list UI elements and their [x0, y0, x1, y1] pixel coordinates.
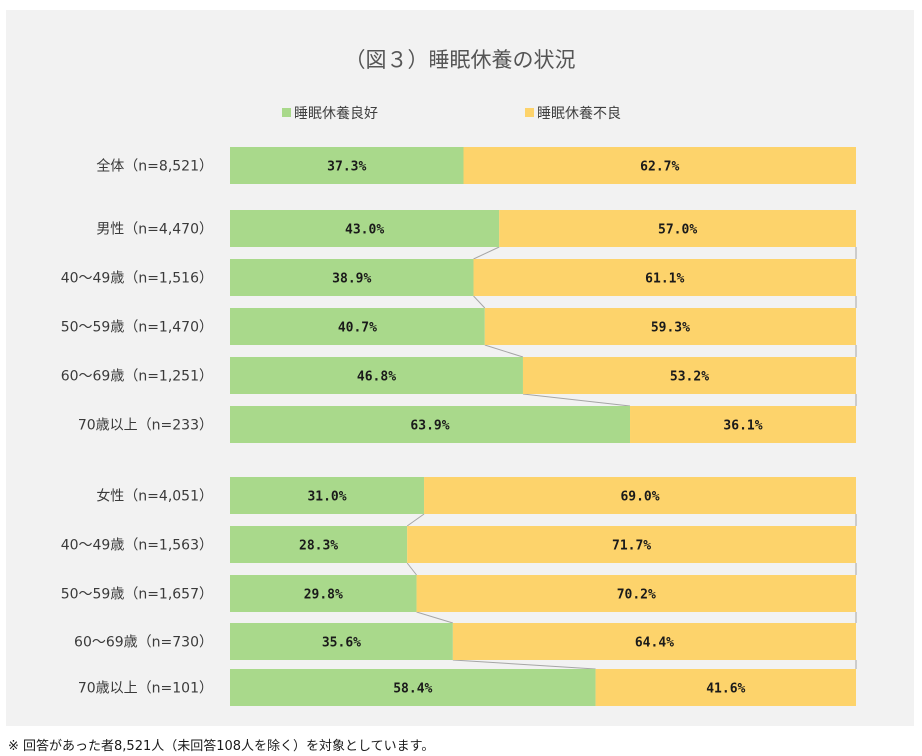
data-label: 38.9% — [332, 272, 371, 287]
bar-segment-good — [230, 669, 596, 706]
data-label: 71.7% — [612, 539, 651, 554]
series-line — [473, 295, 486, 309]
category-label: 70歳以上（n=233） — [78, 418, 213, 434]
category-label: 40～49歳（n=1,516） — [61, 271, 213, 287]
series-lines — [406, 246, 857, 670]
data-label: 57.0% — [658, 223, 697, 238]
bars — [230, 147, 856, 706]
series-line — [452, 659, 596, 670]
data-label: 64.4% — [635, 636, 674, 651]
data-label: 61.1% — [645, 272, 684, 287]
bar-segment-poor — [595, 669, 856, 706]
chart-legend: 睡眠休養良好 睡眠休養不良 — [282, 105, 621, 122]
bar-segment-poor — [424, 477, 856, 514]
legend-swatch-good — [282, 108, 291, 117]
category-labels: 全体（n=8,521） 男性（n=4,470） 40～49歳（n=1,516） 50～… — [61, 158, 213, 697]
category-label: 60～69歳（n=730） — [74, 635, 213, 651]
bar-segment-good — [230, 259, 474, 296]
data-label: 35.6% — [322, 636, 361, 651]
legend-label-poor: 睡眠休養不良 — [537, 105, 621, 122]
bar-segment-poor — [522, 357, 856, 394]
legend-swatch-poor — [525, 108, 534, 117]
series-line — [416, 611, 454, 624]
category-label: 40～49歳（n=1,563） — [61, 538, 213, 554]
data-label: 29.8% — [304, 588, 343, 603]
bar-segment-poor — [630, 406, 856, 443]
bar-segment-good — [230, 575, 417, 612]
bar-segment-poor — [452, 623, 856, 660]
data-label: 53.2% — [670, 370, 709, 385]
data-label: 63.9% — [410, 419, 449, 434]
category-label: 50～59歳（n=1,657） — [61, 587, 213, 603]
data-label: 62.7% — [640, 160, 679, 175]
category-label: 男性（n=4,470） — [96, 222, 213, 238]
series-line — [484, 344, 524, 358]
bar-segment-good — [230, 406, 631, 443]
category-label: 50～59歳（n=1,470） — [61, 320, 213, 336]
data-label: 58.4% — [393, 682, 432, 697]
value-labels: 37.3% 62.7% 43.0% 57.0% 38.9% 61.1% 40.7% 59.3%… — [299, 160, 763, 697]
bar-segment-poor — [473, 259, 856, 296]
data-label: 59.3% — [651, 321, 690, 336]
bar-segment-good — [230, 623, 453, 660]
chart-panel: （図３）睡眠休養の状況 睡眠休養良好 睡眠休養不良 全体（n=8,521） 男性（… — [6, 10, 914, 726]
data-label: 70.2% — [617, 588, 656, 603]
data-label: 69.0% — [620, 490, 659, 505]
data-label: 37.3% — [327, 160, 366, 175]
bar-segment-good — [230, 210, 500, 247]
legend-label-good: 睡眠休養良好 — [294, 105, 378, 122]
bar-segment-good — [230, 477, 425, 514]
category-label: 女性（n=4,051） — [96, 488, 213, 505]
bar-segment-poor — [416, 575, 856, 612]
footnote: ※ 回答があった者8,521人（未回答108人を除く）を対象としています。 — [8, 739, 435, 754]
data-label: 36.1% — [723, 419, 762, 434]
data-label: 46.8% — [357, 370, 396, 385]
bar-segment-poor — [463, 147, 856, 184]
series-line — [522, 393, 631, 407]
bar-segment-good — [230, 526, 408, 563]
bar-segment-poor — [499, 210, 856, 247]
data-label: 31.0% — [307, 490, 346, 505]
bar-segment-good — [230, 357, 523, 394]
bar-segment-good — [230, 147, 464, 184]
series-line — [406, 562, 417, 576]
stacked-bar-chart: （図３）睡眠休養の状況 睡眠休養良好 睡眠休養不良 全体（n=8,521） 男性（… — [61, 48, 857, 706]
chart-title: （図３）睡眠休養の状況 — [345, 48, 576, 72]
bar-segment-good — [230, 308, 485, 345]
category-label: 70歳以上（n=101） — [78, 681, 213, 697]
series-line — [473, 246, 500, 260]
data-label: 28.3% — [299, 539, 338, 554]
category-label: 全体（n=8,521） — [96, 158, 213, 175]
data-label: 43.0% — [345, 223, 384, 238]
data-label: 41.6% — [706, 682, 745, 697]
series-line — [406, 513, 425, 527]
bar-segment-poor — [484, 308, 856, 345]
bar-segment-poor — [407, 526, 856, 563]
category-label: 60～69歳（n=1,251） — [61, 369, 213, 385]
data-label: 40.7% — [338, 321, 377, 336]
